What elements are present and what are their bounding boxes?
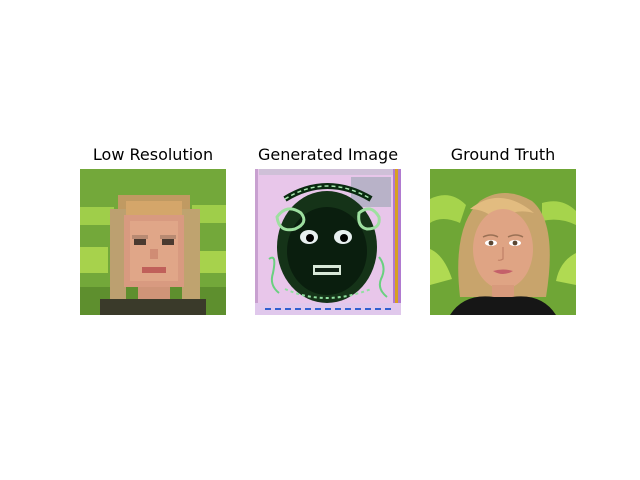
panel-title-generated-image: Generated Image xyxy=(257,145,399,164)
generated-image xyxy=(255,169,401,315)
low-resolution-image xyxy=(80,169,226,315)
ground-truth-image xyxy=(430,169,576,315)
panel-title-ground-truth: Ground Truth xyxy=(450,145,556,164)
panel-title-low-resolution: Low Resolution xyxy=(92,145,214,164)
